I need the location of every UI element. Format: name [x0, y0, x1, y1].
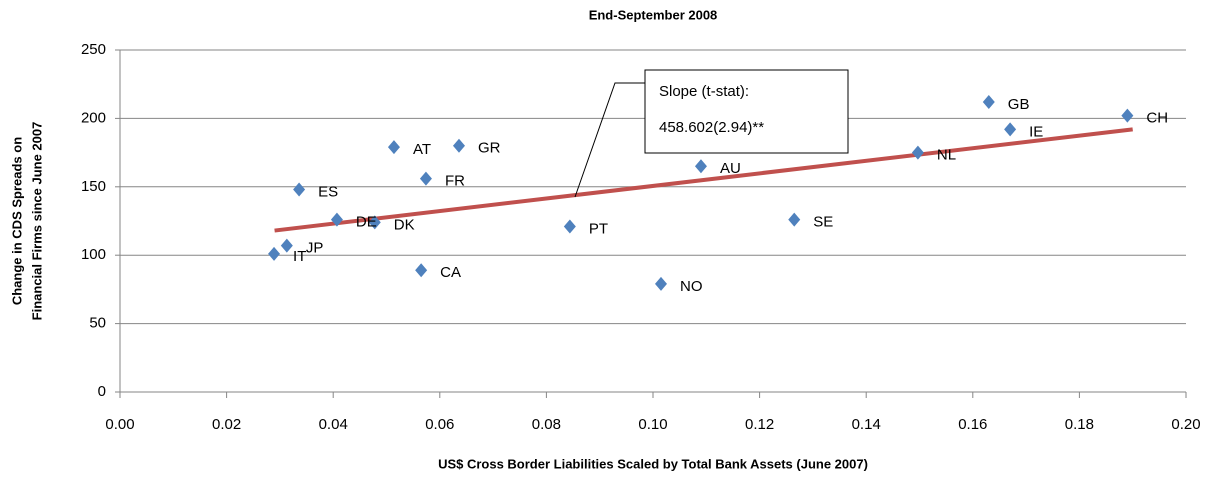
x-tick-label: 0.04 — [319, 416, 348, 433]
data-point — [788, 212, 801, 227]
annotation-box — [644, 69, 849, 154]
x-tick-label: 0.02 — [212, 416, 241, 433]
y-tick-label: 50 — [89, 315, 106, 332]
x-tick-label: 0.20 — [1171, 416, 1200, 433]
y-axis-label: Change in CDS Spreads on Financial Firms… — [9, 122, 44, 321]
data-point — [1004, 122, 1017, 137]
annotation-text: Slope (t-stat): — [659, 83, 749, 100]
data-point — [654, 276, 667, 291]
point-label: FR — [445, 173, 465, 190]
data-point — [419, 171, 432, 186]
x-axis-label: US$ Cross Border Liabilities Scaled by T… — [438, 456, 868, 471]
point-label: ES — [318, 184, 338, 201]
data-point — [330, 212, 343, 227]
point-label: JP — [306, 240, 324, 257]
point-label: AT — [413, 141, 431, 158]
y-tick-label: 150 — [81, 178, 106, 195]
annotation-text: 458.602(2.94)** — [659, 119, 764, 136]
data-point — [415, 263, 428, 278]
x-tick-label: 0.00 — [105, 416, 134, 433]
data-point — [280, 238, 293, 253]
x-tick-label: 0.10 — [638, 416, 667, 433]
point-label: AU — [720, 160, 741, 177]
data-point — [387, 140, 400, 155]
chart-title: End-September 2008 — [589, 7, 718, 22]
point-label: GR — [478, 140, 501, 157]
point-label: DK — [394, 216, 415, 233]
data-point — [268, 246, 281, 261]
y-axis-label-line: Change in CDS Spreads on — [9, 137, 24, 305]
point-label: NL — [937, 147, 956, 164]
x-tick-label: 0.08 — [532, 416, 561, 433]
x-tick-label: 0.16 — [958, 416, 987, 433]
data-point — [1121, 108, 1134, 123]
data-point — [293, 182, 306, 197]
y-tick-label: 100 — [81, 246, 106, 263]
point-label: CA — [440, 264, 461, 281]
x-tick-label: 0.12 — [745, 416, 774, 433]
data-point — [563, 219, 576, 234]
data-point — [694, 159, 707, 174]
point-label: GB — [1008, 96, 1030, 113]
point-label: IT — [293, 248, 306, 265]
callout-pointer — [574, 82, 645, 198]
point-label: DE — [356, 214, 377, 231]
y-axis-label-line: Financial Firms since June 2007 — [29, 122, 44, 321]
data-point — [452, 138, 465, 153]
point-label: SE — [813, 214, 833, 231]
x-tick-label: 0.06 — [425, 416, 454, 433]
point-label: CH — [1146, 110, 1168, 127]
point-label: IE — [1029, 123, 1043, 140]
data-point — [911, 145, 924, 160]
data-point — [368, 215, 381, 230]
x-tick-label: 0.14 — [852, 416, 881, 433]
y-tick-label: 0 — [98, 383, 106, 400]
trend-line — [274, 127, 1133, 233]
data-point — [982, 94, 995, 109]
point-label: PT — [589, 220, 608, 237]
y-tick-label: 250 — [81, 41, 106, 58]
y-tick-label: 200 — [81, 109, 106, 126]
point-label: NO — [680, 278, 703, 295]
x-tick-label: 0.18 — [1065, 416, 1094, 433]
